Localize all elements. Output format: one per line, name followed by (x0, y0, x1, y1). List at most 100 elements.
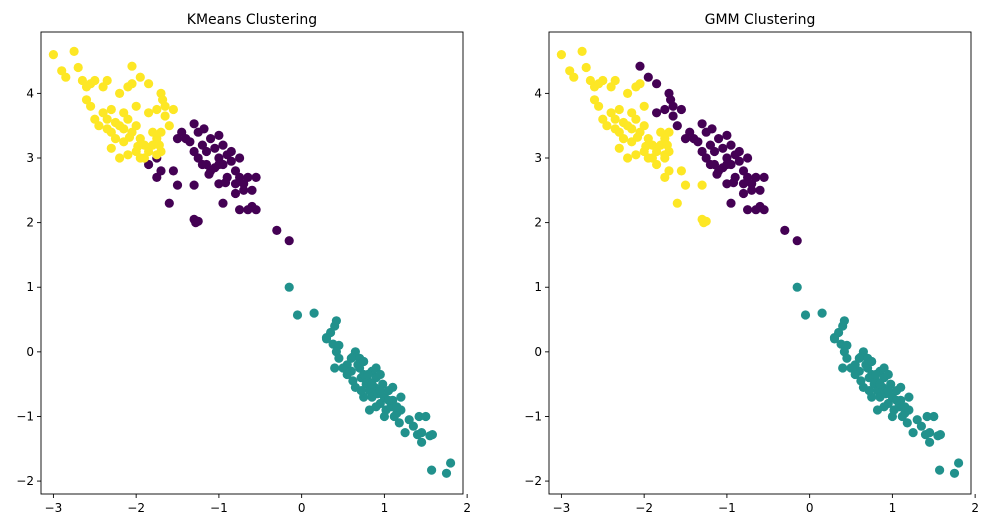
data-point-cluster-0 (709, 159, 720, 170)
data-points (556, 46, 964, 478)
data-point-cluster-0 (199, 124, 209, 134)
x-tick-label: −1 (210, 501, 228, 515)
data-point-cluster-0 (226, 156, 236, 166)
data-point-cluster-2 (73, 62, 83, 73)
y-tick-label: −1 (16, 409, 34, 423)
data-point-cluster-1 (375, 386, 385, 396)
y-tick-label: 2 (534, 216, 542, 230)
data-point-cluster-1 (935, 430, 946, 440)
data-point-cluster-0 (722, 159, 732, 170)
data-point-cluster-1 (414, 411, 424, 422)
data-point-cluster-0 (156, 166, 166, 176)
x-tick-label: −1 (718, 501, 736, 515)
data-point-cluster-2 (556, 50, 567, 60)
data-point-cluster-0 (652, 108, 662, 118)
data-point-cluster-2 (115, 153, 125, 163)
data-point-cluster-2 (139, 153, 149, 163)
data-point-cluster-1 (891, 395, 902, 405)
data-point-cluster-1 (800, 310, 811, 320)
data-point-cluster-0 (189, 119, 199, 129)
data-point-cluster-1 (383, 395, 394, 405)
y-tick-label: 2 (26, 216, 34, 230)
data-point-cluster-1 (954, 458, 964, 468)
data-point-cluster-0 (235, 205, 245, 215)
data-point-cluster-2 (697, 180, 707, 190)
data-point-cluster-2 (144, 108, 154, 118)
data-point-cluster-1 (404, 415, 414, 425)
data-point-cluster-0 (709, 146, 720, 157)
y-tick-label: −2 (524, 474, 542, 488)
data-point-cluster-2 (610, 114, 620, 124)
data-point-cluster-0 (780, 225, 790, 235)
data-point-cluster-2 (664, 166, 674, 176)
data-point-cluster-2 (652, 159, 662, 170)
data-point-cluster-1 (394, 418, 404, 428)
x-tick-label: 2 (463, 501, 471, 515)
data-point-cluster-2 (676, 166, 687, 176)
data-point-cluster-1 (871, 369, 881, 380)
data-point-cluster-0 (204, 169, 214, 179)
data-point-cluster-1 (908, 428, 918, 438)
data-point-cluster-2 (660, 153, 670, 163)
data-point-cluster-0 (243, 205, 253, 215)
data-point-cluster-1 (902, 418, 912, 428)
data-point-cluster-2 (127, 79, 137, 89)
x-tick-label: 2 (971, 501, 979, 515)
data-point-cluster-2 (81, 95, 92, 105)
data-point-cluster-0 (272, 225, 282, 235)
data-point-cluster-0 (747, 185, 757, 195)
data-point-cluster-2 (133, 141, 143, 151)
data-point-cluster-0 (168, 166, 178, 176)
data-point-cluster-2 (569, 72, 579, 82)
data-point-cluster-0 (239, 185, 249, 195)
data-point-cluster-2 (152, 150, 162, 160)
data-point-cluster-0 (726, 198, 736, 208)
data-point-cluster-1 (872, 405, 883, 415)
data-point-cluster-1 (417, 437, 427, 447)
data-point-cluster-2 (623, 88, 633, 98)
data-point-cluster-1 (359, 356, 369, 367)
data-point-cluster-2 (48, 50, 59, 60)
data-point-cluster-2 (577, 46, 587, 57)
data-point-cluster-2 (123, 114, 133, 124)
data-point-cluster-1 (879, 363, 889, 373)
data-point-cluster-1 (792, 282, 802, 292)
data-point-cluster-2 (627, 124, 637, 134)
data-point-cluster-2 (90, 75, 100, 86)
data-point-cluster-1 (396, 392, 406, 402)
data-point-cluster-1 (334, 353, 344, 363)
data-point-cluster-2 (106, 104, 116, 115)
x-tick-label: −3 (45, 501, 63, 515)
data-point-cluster-0 (743, 205, 753, 215)
data-point-cluster-1 (330, 363, 340, 373)
data-point-cluster-1 (388, 382, 398, 392)
data-point-cluster-2 (598, 114, 608, 124)
data-point-cluster-1 (829, 334, 840, 344)
data-point-cluster-1 (887, 411, 898, 422)
data-point-cluster-0 (685, 127, 695, 137)
data-point-cluster-0 (734, 146, 744, 157)
data-point-cluster-2 (631, 114, 641, 124)
data-point-cluster-0 (751, 172, 761, 182)
data-point-cluster-1 (346, 353, 356, 363)
data-point-cluster-2 (164, 121, 174, 131)
data-point-cluster-1 (896, 382, 906, 392)
data-point-cluster-2 (135, 72, 145, 82)
data-point-cluster-2 (647, 153, 658, 163)
data-point-cluster-2 (641, 141, 651, 151)
data-point-cluster-2 (131, 101, 141, 111)
data-point-cluster-2 (102, 75, 112, 86)
data-point-cluster-1 (883, 386, 893, 396)
data-point-cluster-2 (144, 79, 154, 89)
data-point-cluster-2 (581, 62, 591, 73)
data-point-cluster-0 (206, 134, 216, 144)
data-point-cluster-0 (247, 185, 257, 195)
x-tick-label: 1 (381, 501, 389, 515)
data-point-cluster-2 (106, 143, 116, 153)
data-point-cluster-0 (693, 137, 703, 147)
data-point-cluster-1 (338, 363, 348, 373)
data-point-cluster-0 (726, 140, 736, 150)
data-point-cluster-1 (371, 363, 381, 373)
data-point-cluster-0 (172, 180, 183, 190)
data-point-cluster-0 (220, 178, 231, 188)
